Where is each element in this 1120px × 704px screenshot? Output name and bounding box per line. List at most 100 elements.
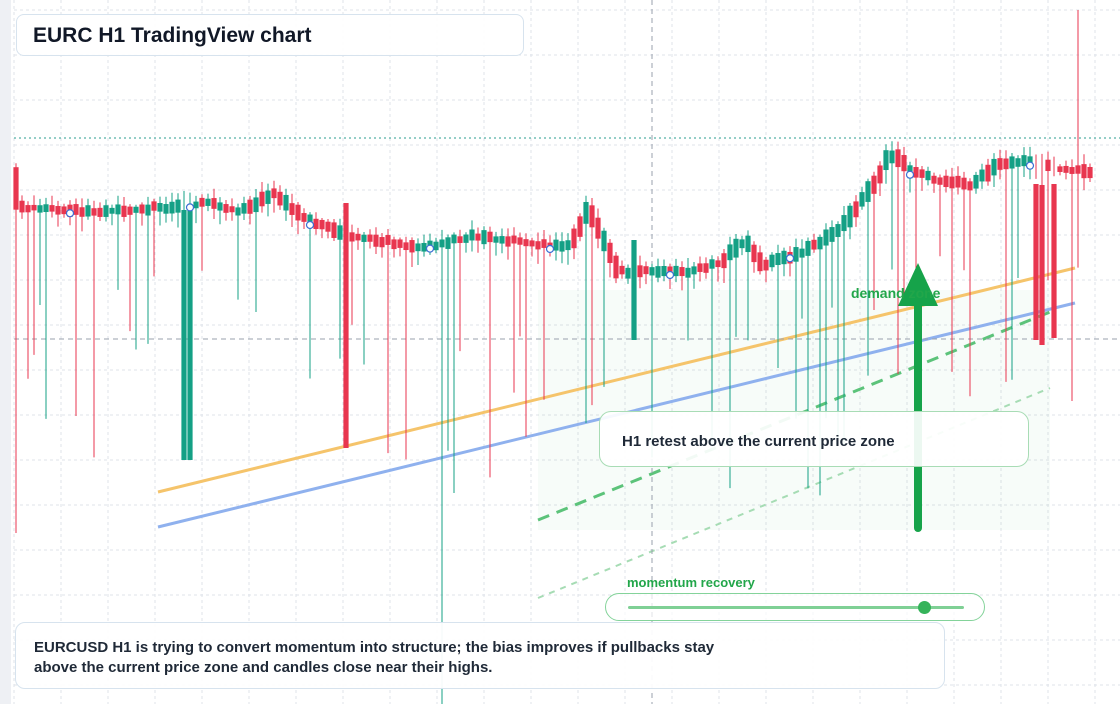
candle-body: [613, 255, 619, 279]
candle: [451, 232, 457, 494]
candle: [85, 198, 91, 220]
candle: [745, 230, 751, 341]
demand-zone-label: demand zone: [851, 285, 941, 301]
candle-body: [865, 181, 871, 202]
candle: [1003, 150, 1009, 382]
candle: [775, 244, 781, 368]
candle-body: [187, 210, 193, 460]
candle: [1057, 164, 1063, 176]
candle: [73, 198, 79, 417]
candle: [79, 198, 85, 232]
candle: [91, 200, 97, 458]
candle: [697, 256, 703, 282]
candle: [859, 186, 865, 210]
candle-body: [43, 204, 49, 213]
candle-body: [877, 165, 883, 184]
candle: [631, 240, 637, 340]
candle: [1021, 147, 1027, 178]
summary-panel: EURCUSD H1 is trying to convert momentum…: [15, 622, 945, 689]
candle: [607, 238, 613, 278]
candle-body: [145, 204, 151, 216]
candle-body: [397, 239, 403, 248]
candle-body: [325, 221, 331, 232]
candle: [31, 195, 37, 355]
candle-body: [577, 216, 583, 237]
candle-body: [37, 205, 43, 213]
candle: [361, 232, 367, 365]
candle: [985, 158, 991, 186]
candle: [1039, 153, 1045, 345]
candle: [181, 190, 187, 460]
candle-body: [589, 205, 595, 228]
candle-body: [349, 232, 355, 242]
candle: [1087, 163, 1093, 182]
candle-body: [361, 234, 367, 242]
candle: [223, 200, 229, 221]
candle-body: [433, 241, 439, 251]
candle: [115, 195, 121, 290]
candle-body: [109, 207, 115, 214]
candle: [55, 200, 61, 227]
candle-body: [1075, 165, 1081, 174]
candle: [511, 227, 517, 393]
candle-body: [619, 265, 625, 275]
candle-body: [301, 213, 307, 222]
candle-body: [961, 177, 967, 190]
candle-body: [1087, 166, 1093, 179]
candle: [217, 197, 223, 225]
candle-body: [697, 263, 703, 272]
candle-body: [853, 201, 859, 218]
candle-body: [319, 219, 325, 230]
candle-body: [661, 266, 667, 277]
candle: [403, 236, 409, 460]
candle: [679, 261, 685, 291]
candle-body: [625, 267, 631, 279]
candle: [271, 180, 277, 213]
candle-body: [739, 239, 745, 249]
candle: [205, 193, 211, 212]
candle: [1063, 160, 1069, 180]
candle-body: [1069, 167, 1075, 174]
candle: [625, 264, 631, 284]
candle-body: [943, 175, 949, 188]
candle: [229, 198, 235, 221]
candle-body: [475, 233, 481, 241]
candle: [325, 218, 331, 239]
candle-body: [409, 240, 415, 253]
candle-body: [637, 265, 643, 278]
candle: [673, 258, 679, 283]
candle-body: [403, 242, 409, 251]
candle-body: [913, 167, 919, 178]
signal-marker: [185, 203, 195, 212]
candle-body: [997, 158, 1003, 170]
candle: [811, 233, 817, 253]
candle: [103, 199, 109, 222]
candle: [373, 227, 379, 255]
candle-body: [967, 181, 973, 191]
candle: [199, 194, 205, 271]
candle-body: [379, 237, 385, 248]
momentum-bar: [628, 606, 964, 609]
candles: [13, 10, 1093, 704]
annotation-panel: H1 retest above the current price zone: [599, 411, 1029, 467]
candle: [931, 172, 937, 193]
candle-body: [211, 198, 217, 209]
candle-body: [859, 192, 865, 207]
candle-body: [289, 203, 295, 215]
momentum-label: momentum recovery: [627, 575, 755, 590]
candle-body: [889, 150, 895, 164]
candle-body: [259, 191, 265, 207]
candle: [577, 213, 583, 242]
candle: [1051, 156, 1057, 338]
candle: [943, 169, 949, 193]
candle-body: [535, 241, 541, 250]
candle: [121, 196, 127, 222]
candle-body: [601, 230, 607, 252]
candle-body: [247, 199, 253, 214]
candle: [283, 188, 289, 221]
candle-body: [1039, 185, 1045, 345]
candle: [127, 204, 133, 332]
candle: [331, 219, 337, 242]
candle-body: [949, 176, 955, 189]
candle-body: [685, 267, 691, 278]
